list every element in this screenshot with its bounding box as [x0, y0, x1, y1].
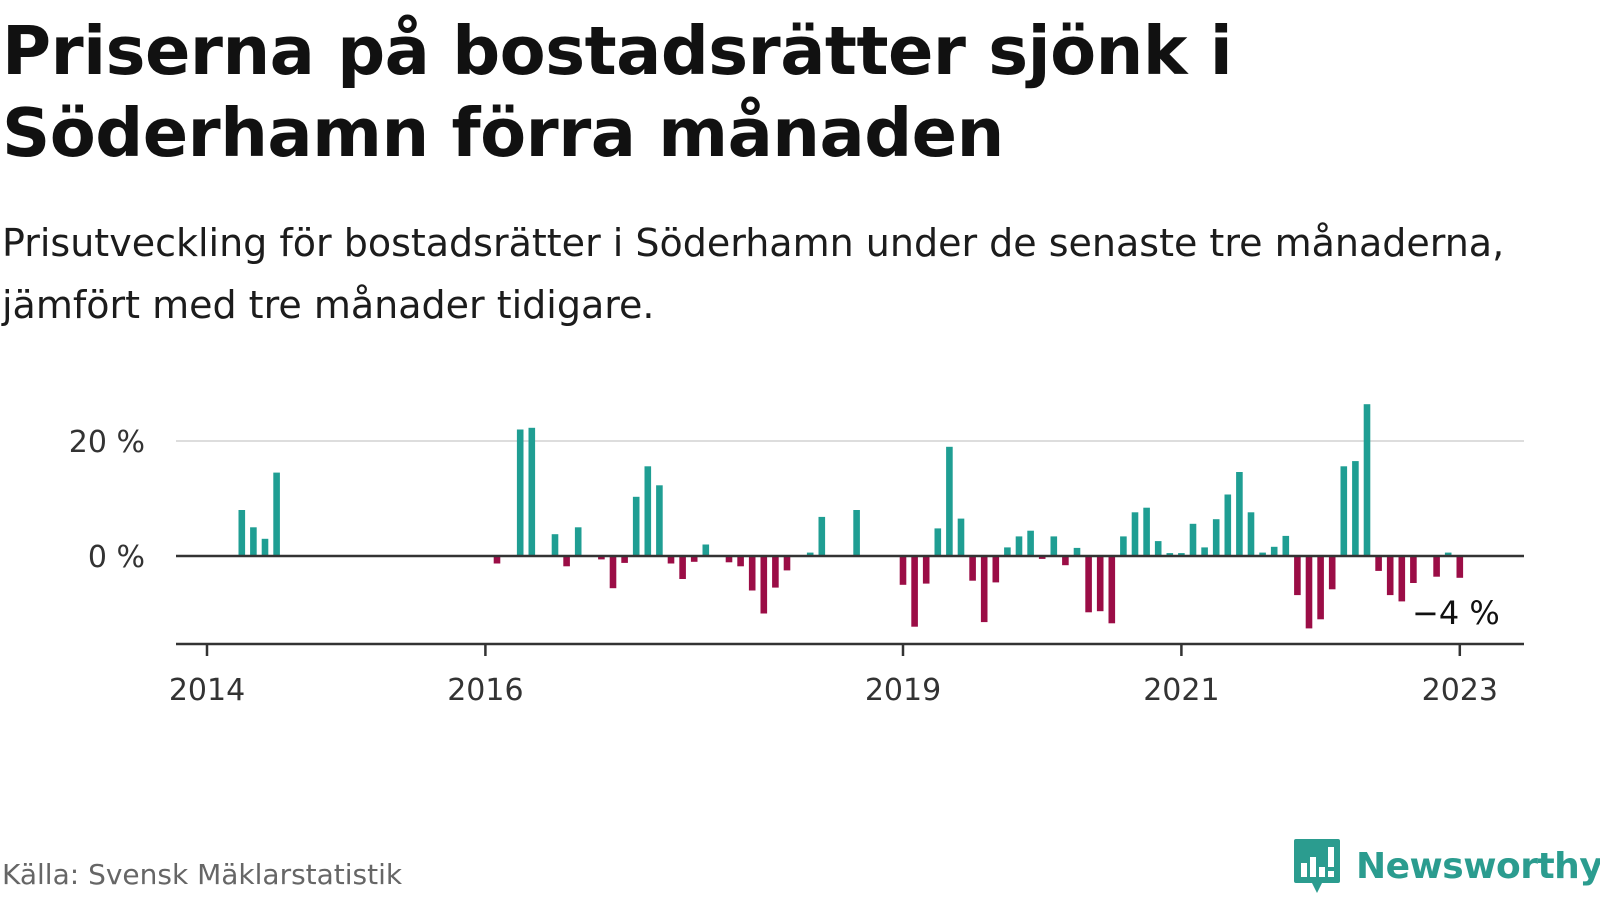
bar-2020-09 — [1131, 512, 1139, 556]
bar-2018-01 — [760, 556, 768, 614]
bar-2017-12 — [748, 556, 756, 591]
bar-2020-07 — [1108, 556, 1116, 624]
bar-2022-05 — [1363, 404, 1371, 556]
y-tick-label: 20 % — [69, 425, 145, 460]
bar-2021-03 — [1201, 547, 1208, 556]
bar-2018-09 — [853, 510, 860, 556]
bar-chart: 20 % 0 % 2014 2016 2019 2021 2023 −4 % — [69, 404, 1524, 708]
y-tick-label: 0 % — [88, 540, 145, 575]
bar-2018-05 — [806, 552, 814, 556]
bar-2019-08 — [980, 556, 988, 623]
bar-2014-05 — [250, 527, 257, 557]
bar-2019-01 — [899, 556, 907, 585]
bar-2019-02 — [911, 556, 918, 627]
bar-2016-12 — [609, 556, 617, 589]
bar-2022-12 — [1444, 552, 1452, 556]
bar-2019-03 — [922, 556, 930, 584]
bar-2016-09 — [574, 527, 582, 557]
bar-2019-12 — [1027, 530, 1034, 556]
x-tick-label: 2019 — [865, 673, 941, 708]
bar-2017-10 — [725, 556, 733, 563]
bar-2021-09 — [1270, 546, 1278, 556]
bar-2017-05 — [667, 556, 675, 564]
bar-2016-02 — [493, 556, 501, 564]
bar-2020-02 — [1050, 536, 1058, 556]
bar-2021-07 — [1247, 512, 1255, 556]
x-tick-label: 2021 — [1143, 673, 1219, 708]
bar-2021-10 — [1282, 535, 1290, 556]
bar-2022-06 — [1375, 556, 1382, 571]
bar-2021-06 — [1236, 472, 1243, 556]
y-axis: 20 % 0 % — [69, 425, 145, 575]
bar-2016-05 — [528, 427, 536, 556]
bar-2014-07 — [273, 472, 280, 556]
bar-2019-04 — [934, 528, 942, 556]
x-axis: 2014 2016 2019 2021 2023 — [169, 644, 1498, 708]
bar-2020-11 — [1154, 541, 1162, 556]
bar-2018-03 — [783, 556, 791, 571]
chart-title: Priserna på bostadsrätter sjönk i Söderh… — [2, 12, 1233, 172]
bar-2017-04 — [656, 485, 663, 556]
x-tick-label: 2014 — [169, 673, 245, 708]
bar-2017-02 — [632, 496, 640, 556]
bar-2019-07 — [969, 556, 976, 581]
brand-logo: Newsworthy — [1292, 836, 1600, 896]
bar-2017-07 — [690, 556, 698, 562]
bar-2014-06 — [261, 538, 269, 557]
source-note: Källa: Svensk Mäklarstatistik — [2, 858, 403, 891]
chart-subtitle: Prisutveckling för bostadsrätter i Söder… — [2, 221, 1505, 327]
bar-2022-03 — [1340, 466, 1348, 556]
bar-2022-02 — [1328, 556, 1336, 590]
bar-2018-02 — [772, 556, 779, 588]
bar-2022-09 — [1410, 556, 1417, 583]
bar-2021-08 — [1259, 552, 1266, 556]
bar-2017-03 — [644, 466, 652, 556]
bar-2021-12 — [1305, 556, 1313, 629]
bar-2020-10 — [1143, 507, 1150, 556]
bar-2020-03 — [1062, 556, 1069, 566]
bar-2017-11 — [737, 556, 744, 567]
bar-2019-10 — [1004, 547, 1011, 556]
bar-2020-12 — [1166, 553, 1174, 556]
bar-2019-11 — [1015, 536, 1023, 556]
bar-2017-06 — [679, 556, 686, 579]
bar-2021-02 — [1189, 523, 1197, 556]
bar-2021-05 — [1224, 494, 1232, 556]
bar-2023-01 — [1456, 556, 1464, 578]
bar-2014-04 — [238, 510, 246, 556]
bar-2017-08 — [702, 544, 710, 556]
bar-2020-08 — [1120, 536, 1127, 556]
bar-layer — [238, 404, 1464, 629]
bar-2016-11 — [598, 556, 605, 560]
bar-2021-04 — [1212, 519, 1220, 556]
bar-2018-06 — [818, 516, 826, 556]
brand-name: Newsworthy — [1356, 845, 1600, 887]
bar-2022-08 — [1398, 556, 1406, 602]
x-tick-label: 2023 — [1422, 673, 1498, 708]
newsworthy-logo-icon — [1294, 839, 1340, 893]
bar-2019-05 — [946, 446, 953, 557]
bar-2022-11 — [1433, 556, 1440, 577]
bar-2021-01 — [1178, 553, 1185, 556]
bar-2019-09 — [992, 556, 1000, 583]
bar-2016-07 — [551, 534, 559, 556]
bar-2020-01 — [1038, 556, 1046, 559]
bar-2022-01 — [1317, 556, 1324, 620]
bar-2022-04 — [1352, 461, 1359, 556]
x-tick-label: 2016 — [447, 673, 523, 708]
bar-2016-08 — [563, 556, 570, 567]
bar-2016-04 — [516, 429, 524, 556]
bar-2020-05 — [1085, 556, 1092, 613]
bar-2020-04 — [1073, 547, 1081, 556]
last-value-annotation: −4 % — [1412, 594, 1500, 632]
bar-2022-07 — [1386, 556, 1394, 596]
bar-2020-06 — [1096, 556, 1104, 612]
bar-2017-01 — [621, 556, 628, 563]
bar-2019-06 — [957, 518, 965, 556]
bar-2021-11 — [1294, 556, 1301, 596]
